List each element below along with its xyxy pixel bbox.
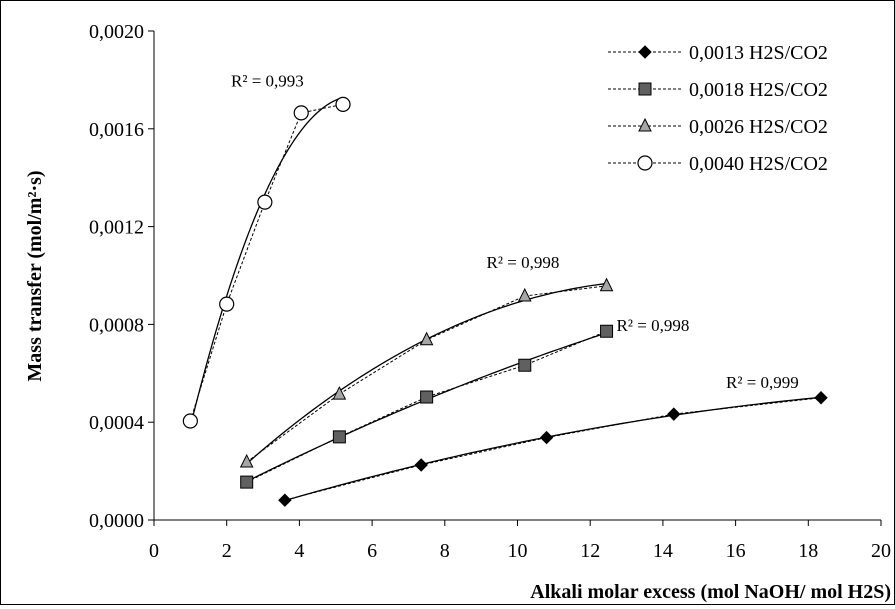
series-2-point bbox=[600, 324, 614, 338]
legend: 0,0013 H2S/CO2 0,0018 H2S/CO2 0,0026 H2S/C… bbox=[608, 42, 828, 175]
x-tick-label: 4 bbox=[294, 540, 304, 562]
series-2-point bbox=[420, 390, 434, 404]
legend-label-4: 0,0040 H2S/CO2 bbox=[689, 153, 828, 175]
x-tick-label: 10 bbox=[508, 540, 528, 562]
series-4-point bbox=[182, 413, 198, 429]
y-axis-title: Mass transfer (mol/m²·s) bbox=[24, 170, 46, 381]
x-tick-label: 8 bbox=[440, 540, 450, 562]
y-tick-label: 0,0012 bbox=[89, 217, 144, 239]
legend-marker-2 bbox=[638, 82, 652, 96]
series-4-trendline bbox=[189, 96, 344, 427]
series-3-r2-label: R² = 0,998 bbox=[487, 253, 560, 272]
series-1-point bbox=[539, 430, 554, 445]
x-tick-label: 0 bbox=[149, 540, 159, 562]
series-1-point bbox=[414, 458, 428, 472]
x-tick-label: 6 bbox=[367, 540, 377, 562]
x-tick-label: 14 bbox=[653, 540, 673, 562]
series-4-point bbox=[257, 194, 273, 210]
legend-label-3: 0,0026 H2S/CO2 bbox=[689, 116, 828, 138]
y-tick-label: 0,0020 bbox=[89, 21, 144, 43]
data-markers bbox=[182, 96, 828, 507]
y-tick-label: 0,0008 bbox=[89, 314, 144, 336]
x-tick-label: 18 bbox=[798, 540, 818, 562]
series-1-point bbox=[278, 493, 292, 507]
series-2-line bbox=[246, 330, 607, 483]
series-3-point bbox=[239, 453, 254, 468]
y-tick-label: 0,0016 bbox=[89, 119, 144, 141]
series-1-trendline bbox=[284, 396, 822, 502]
series-3-point bbox=[332, 385, 347, 400]
series-4-point bbox=[335, 96, 351, 112]
r2-annotations: R² = 0,999 R² = 0,998 R² = 0,998 R² = 0,993 bbox=[231, 71, 799, 391]
series-3-point bbox=[599, 277, 614, 292]
x-tick-label: 2 bbox=[222, 540, 232, 562]
y-tick-label: 0,0000 bbox=[89, 510, 144, 532]
series-2-point bbox=[518, 358, 532, 372]
legend-label-2: 0,0018 H2S/CO2 bbox=[689, 79, 828, 101]
legend-marker-1 bbox=[638, 45, 652, 59]
series-2-r2-label: R² = 0,998 bbox=[617, 316, 690, 335]
x-axis-title: Alkali molar excess (mol NaOH/ mol H2S) bbox=[530, 581, 891, 603]
legend-label-1: 0,0013 H2S/CO2 bbox=[689, 42, 828, 64]
series-1-line bbox=[284, 397, 822, 501]
x-tick-label: 12 bbox=[580, 540, 600, 562]
x-tick-label: 16 bbox=[726, 540, 746, 562]
series-4-point bbox=[219, 296, 235, 312]
series-2-trendline bbox=[246, 332, 607, 483]
series-3-point bbox=[419, 331, 434, 346]
series-3-point bbox=[517, 287, 532, 302]
series-2-point bbox=[240, 475, 254, 489]
legend-marker-4 bbox=[637, 155, 653, 171]
series-2-point bbox=[332, 430, 346, 444]
series-1-point bbox=[667, 407, 681, 421]
y-tick-label: 0,0004 bbox=[89, 412, 144, 434]
series-1-r2-label: R² = 0,999 bbox=[726, 373, 799, 392]
series-1-point bbox=[814, 391, 828, 405]
series-4-point bbox=[293, 105, 309, 121]
x-tick-label: 20 bbox=[871, 540, 891, 562]
series-4-r2-label: R² = 0,993 bbox=[231, 71, 304, 90]
axes: 0,0000 0,0004 0,0008 0,0012 0,0016 0,0020 0 2 4 6… bbox=[89, 21, 891, 562]
series-4-line bbox=[189, 103, 344, 422]
legend-marker-3 bbox=[638, 117, 652, 132]
